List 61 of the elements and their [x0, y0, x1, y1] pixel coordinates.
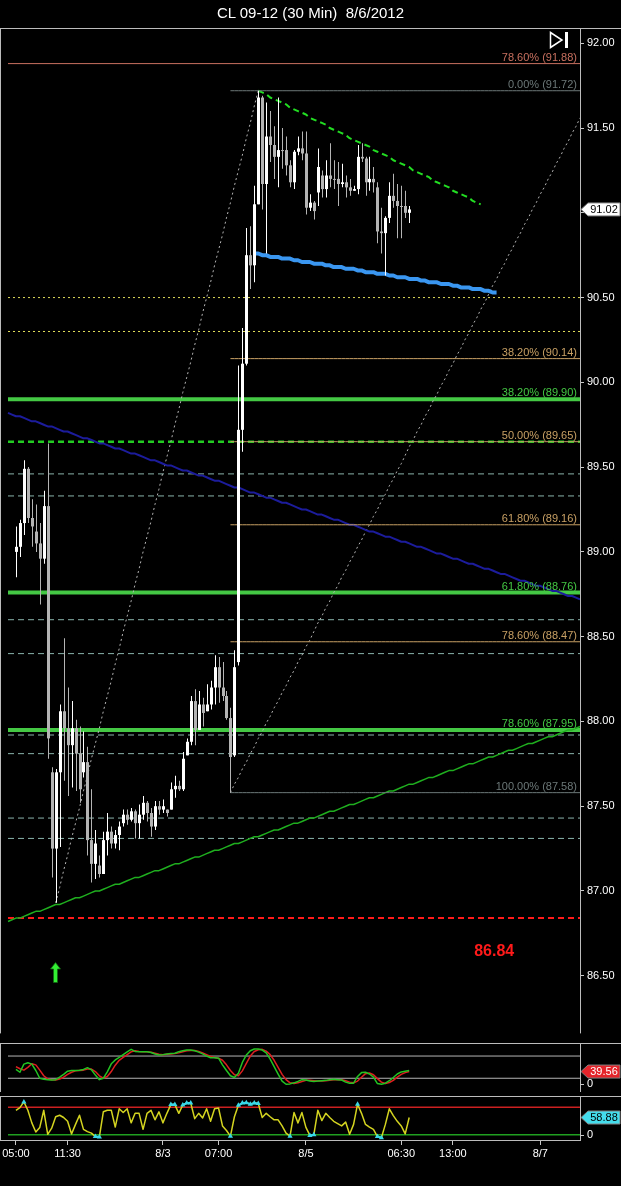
candlestick [368, 156, 371, 191]
point [168, 1101, 174, 1107]
x-tick-label: 07:00 [204, 1146, 233, 1159]
x-tick-label: 8/5 [298, 1146, 314, 1159]
point [251, 1100, 257, 1105]
series-label: 61.80% (89.16) [501, 511, 577, 524]
candlestick [400, 185, 403, 239]
point [235, 1102, 241, 1107]
point [378, 1134, 384, 1140]
ref-line-label: 78.60% (91.88) [501, 50, 577, 63]
text: 0 [587, 1077, 594, 1090]
y-tick-label: 90.50 [587, 290, 615, 303]
x-tick-label: 11:30 [54, 1146, 81, 1159]
point [172, 1101, 178, 1107]
y-tick-label: 87.50 [587, 799, 615, 812]
chart-title: CL 09-12 (30 Min) 8/6/2012 [216, 4, 405, 22]
point [247, 1101, 253, 1106]
x-tick-label: 06:30 [387, 1146, 416, 1159]
y-tick-label: 87.00 [587, 884, 615, 897]
series-label: 0.00% (91.72) [507, 77, 577, 90]
series-label: 38.20% (90.14) [501, 345, 577, 358]
line-series [257, 89, 482, 206]
ref-line-label: 38.20% (89.90) [501, 386, 577, 399]
text: 58.88 [590, 1111, 618, 1124]
candlestick [396, 183, 399, 239]
x-tick-label: 8/3 [155, 1146, 171, 1159]
candlestick [329, 143, 332, 188]
point [188, 1100, 194, 1105]
point [354, 1101, 361, 1106]
point [307, 1132, 313, 1137]
point [239, 1100, 245, 1105]
point [243, 1099, 249, 1105]
text: 91.02 [590, 202, 618, 215]
series-label: 78.60% (88.47) [501, 628, 577, 641]
text: 39.56 [590, 1065, 618, 1078]
ref-line-label: 78.60% (87.95) [501, 716, 577, 729]
candlestick [380, 207, 383, 254]
candlestick [15, 526, 18, 578]
series-label: 100.00% (87.58) [495, 779, 577, 792]
y-tick-label: 89.00 [587, 544, 615, 557]
x-tick-label: 13:00 [439, 1146, 467, 1159]
x-tick-label: 05:00 [2, 1146, 30, 1159]
y-tick-label: 92.00 [587, 36, 615, 49]
text: 0 [587, 1128, 594, 1141]
point [255, 1100, 261, 1105]
line-series [55, 90, 259, 904]
ref-line-label: 61.80% (88.76) [501, 579, 577, 592]
point [227, 1133, 234, 1138]
candlestick [281, 128, 284, 169]
point [287, 1133, 293, 1138]
y-tick-label: 91.50 [587, 121, 615, 134]
candlestick [333, 160, 336, 190]
x-tick-label: 8/7 [532, 1146, 548, 1159]
y-tick-label: 88.00 [587, 714, 615, 727]
y-tick-label: 88.50 [587, 629, 615, 642]
series-label: 50.00% (89.65) [501, 428, 577, 441]
y-tick-label: 86.50 [587, 968, 615, 981]
y-tick-label: 90.00 [587, 375, 615, 388]
ref-line-label: 86.84 [474, 941, 515, 959]
candlestick [277, 97, 280, 188]
y-tick-label: 89.50 [587, 460, 615, 473]
